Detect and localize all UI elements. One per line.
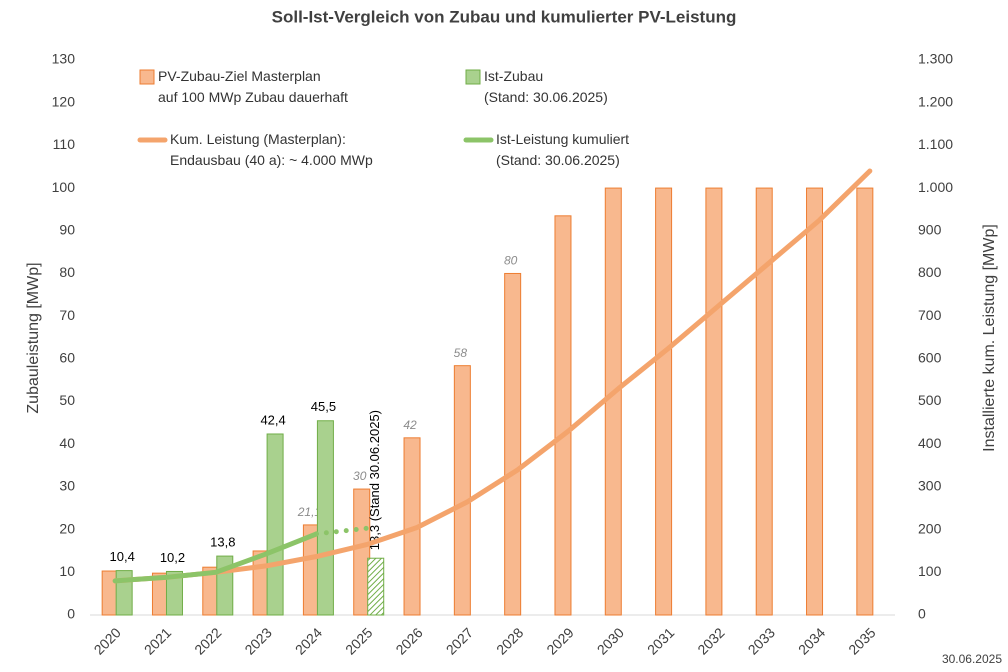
y-tick-label: 110	[53, 136, 76, 152]
x-tick-label: 2027	[443, 624, 476, 657]
bar	[367, 557, 385, 616]
y-tick-label: 120	[52, 93, 76, 109]
bar	[115, 570, 133, 616]
bar	[165, 570, 183, 616]
y2-tick-label: 800	[918, 264, 942, 280]
legend-label: Kum. Leistung (Masterplan): Endausbau (4…	[170, 131, 373, 168]
legend-label: PV-Zubau-Ziel Masterplan auf 100 MWp Zub…	[158, 68, 348, 105]
x-tick-label: 2031	[644, 624, 677, 657]
y-tick-label: 80	[59, 264, 75, 280]
value-label: 13,8	[210, 535, 235, 550]
y2-tick-label: 300	[918, 478, 942, 494]
x-tick-label: 2030	[594, 624, 627, 657]
line	[112, 531, 319, 584]
y-tick-label: 40	[59, 435, 75, 451]
value-label: 21,1	[297, 505, 321, 519]
value-label: 42	[403, 418, 417, 432]
footer-date: 30.06.2025	[942, 652, 1002, 666]
y2-tick-label: 1.300	[918, 51, 953, 67]
value-label: 45,5	[311, 399, 336, 414]
y-axis-title: Zubauleistung [MWp]	[25, 262, 42, 413]
x-tick-label: 2023	[241, 624, 274, 657]
y2-tick-label: 0	[918, 606, 926, 622]
y2-tick-label: 600	[918, 350, 942, 366]
bar	[856, 187, 874, 616]
y2-tick-label: 500	[918, 392, 942, 408]
y-tick-label: 90	[59, 221, 75, 237]
x-tick-label: 2024	[292, 624, 325, 657]
y2-tick-label: 200	[918, 520, 942, 536]
bar	[554, 215, 572, 616]
bar	[504, 272, 522, 616]
y2-tick-label: 1.000	[918, 179, 953, 195]
bar	[604, 187, 622, 616]
y-tick-label: 100	[52, 179, 76, 195]
x-tick-label: 2034	[795, 624, 828, 657]
x-tick-label: 2029	[543, 624, 576, 657]
y-tick-label: 60	[59, 350, 75, 366]
legend-swatch	[465, 69, 481, 85]
legend-label: Ist-Zubau (Stand: 30.06.2025)	[484, 68, 608, 105]
y-tick-label: 0	[67, 606, 75, 622]
y-tick-label: 50	[59, 392, 75, 408]
bar	[453, 365, 471, 616]
y2-tick-label: 1.100	[918, 136, 953, 152]
value-label: 30	[353, 469, 367, 483]
y2-tick-label: 400	[918, 435, 942, 451]
x-tick-label: 2020	[91, 624, 124, 657]
x-tick-label: 2026	[392, 624, 425, 657]
x-tick-label: 2028	[493, 624, 526, 657]
value-label: 80	[504, 254, 518, 268]
bar	[705, 187, 723, 616]
y-tick-label: 130	[52, 51, 76, 67]
x-tick-label: 2032	[694, 624, 727, 657]
bar	[266, 433, 284, 616]
chart-title: Soll-Ist-Vergleich von Zubau und kumulie…	[272, 7, 737, 26]
legend-label: Ist-Leistung kumuliert (Stand: 30.06.202…	[496, 131, 630, 168]
bar	[655, 187, 673, 616]
value-label: 10,4	[110, 549, 135, 564]
line-projection	[313, 525, 370, 537]
x-tick-label: 2022	[191, 624, 224, 657]
value-label: 58	[454, 346, 468, 360]
x-tick-label: 2035	[845, 624, 878, 657]
x-tick-label: 2033	[745, 624, 778, 657]
y2-tick-label: 900	[918, 221, 942, 237]
y-tick-label: 70	[59, 307, 75, 323]
bar	[806, 187, 824, 616]
line	[112, 168, 873, 584]
y-tick-label: 10	[59, 563, 75, 579]
bar	[755, 187, 773, 616]
bar	[353, 488, 371, 616]
y2-axis-title: Installierte kum. Leistung [MWp]	[981, 224, 998, 452]
y-tick-label: 30	[59, 478, 75, 494]
y2-tick-label: 700	[918, 307, 942, 323]
value-label: 42,4	[260, 412, 285, 427]
value-label: 10,2	[160, 550, 185, 565]
x-tick-label: 2021	[141, 624, 174, 657]
value-label: 13,3 (Stand 30.06.2025)	[367, 410, 382, 550]
x-tick-label: 2025	[342, 624, 375, 657]
y-tick-label: 20	[59, 520, 75, 536]
y2-tick-label: 100	[918, 563, 942, 579]
y2-tick-label: 1.200	[918, 93, 953, 109]
bar	[316, 420, 334, 616]
legend-swatch	[139, 69, 155, 85]
